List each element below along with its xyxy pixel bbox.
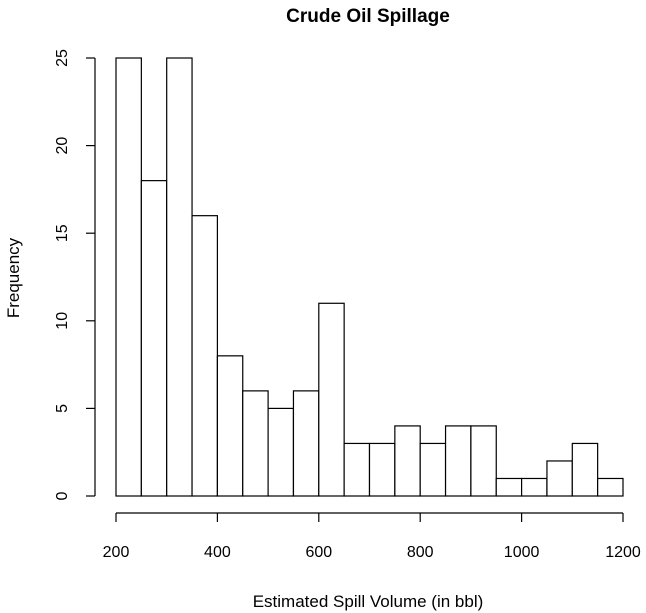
bar-800-850 (419, 442, 447, 497)
bar-600-650 (318, 302, 345, 497)
x-axis-label: Estimated Spill Volume (in bbl) (253, 592, 484, 611)
bar-950-1000 (495, 477, 523, 497)
y-tick-label-0: 0 (54, 491, 71, 500)
bar-700-750 (368, 442, 396, 497)
chart-title: Crude Oil Spillage (286, 6, 450, 27)
bar-550-600 (292, 390, 320, 497)
bar-250-300 (140, 180, 168, 497)
bar-300-350 (166, 57, 193, 497)
y-axis-label: Frequency (4, 237, 23, 318)
bar-500-550 (267, 407, 295, 497)
bar-1000-1050 (520, 477, 548, 497)
y-tick-label-5: 5 (54, 404, 71, 413)
x-tick-label-400: 400 (204, 544, 231, 561)
y-tick-label-10: 10 (54, 312, 71, 330)
y-tick-label-25: 25 (54, 49, 71, 67)
bar-900-950 (470, 425, 497, 497)
y-axis: 0 5 10 15 20 25 (54, 49, 96, 500)
bar-450-500 (242, 390, 269, 497)
bar-650-700 (343, 442, 371, 497)
bar-200-250 (115, 57, 142, 497)
bar-1150-1200 (597, 477, 624, 497)
bar-1050-1100 (546, 460, 573, 497)
x-tick-label-800: 800 (407, 544, 434, 561)
y-tick-label-20: 20 (54, 137, 71, 155)
bar-750-800 (394, 425, 421, 497)
x-tick-label-1000: 1000 (504, 544, 540, 561)
bars-group (115, 57, 624, 497)
bar-350-400 (191, 215, 219, 497)
bar-400-450 (216, 355, 244, 497)
y-tick-label-15: 15 (54, 224, 71, 242)
bar-850-900 (444, 425, 472, 497)
bar-1100-1150 (571, 442, 599, 497)
x-tick-label-200: 200 (103, 544, 130, 561)
x-tick-label-1200: 1200 (605, 544, 641, 561)
x-axis: 200 400 600 800 1000 1200 (103, 512, 641, 561)
x-tick-label-600: 600 (305, 544, 332, 561)
